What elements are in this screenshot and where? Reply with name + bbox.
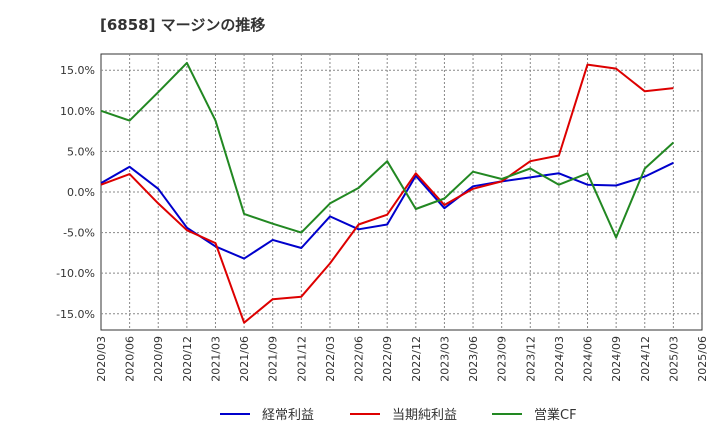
- y-tick-label: -15.0%: [56, 308, 95, 321]
- x-tick-label: 2020/06: [124, 336, 137, 382]
- x-tick-label: 2024/09: [610, 336, 623, 382]
- y-tick-label: -10.0%: [56, 267, 95, 280]
- y-tick-label: 15.0%: [60, 64, 95, 77]
- legend: 経常利益 当期純利益 営業CF: [220, 407, 577, 423]
- x-tick-label: 2023/12: [524, 336, 537, 382]
- x-tick-label: 2022/12: [410, 336, 423, 382]
- x-tick-label: 2021/03: [209, 336, 222, 382]
- y-tick-label: 10.0%: [60, 105, 95, 118]
- legend-label-1: 経常利益: [262, 408, 314, 423]
- x-tick-label: 2023/09: [496, 336, 509, 382]
- x-tick-label: 2024/12: [639, 336, 652, 382]
- series-line-3: [100, 61, 675, 239]
- legend-label-3: 営業CF: [534, 407, 577, 423]
- x-axis-ticks: 2020/03 2020/06 2020/09 2020/12 2021/03 2021/…: [95, 336, 709, 382]
- x-tick-label: 2022/09: [381, 336, 394, 382]
- x-tick-label: 2023/03: [438, 336, 451, 382]
- x-tick-label: 2024/03: [553, 336, 566, 382]
- x-tick-label: 2023/06: [467, 336, 480, 382]
- x-tick-label: 2025/03: [667, 336, 680, 382]
- x-tick-label: 2020/12: [181, 336, 194, 382]
- x-tick-label: 2021/09: [267, 336, 280, 382]
- legend-label-2: 当期純利益: [392, 408, 457, 423]
- x-tick-label: 2021/06: [238, 336, 251, 382]
- y-axis-ticks: 15.0% 10.0% 5.0% 0.0% -5.0% -10.0% -15.0%: [56, 64, 95, 321]
- x-tick-label: 2020/03: [95, 336, 108, 382]
- y-tick-label: 5.0%: [67, 145, 95, 158]
- x-tick-label: 2022/06: [353, 336, 366, 382]
- x-tick-label: 2022/03: [324, 336, 337, 382]
- x-tick-label: 2025/06: [696, 336, 709, 382]
- y-tick-label: -5.0%: [63, 227, 95, 240]
- series-lines: [100, 61, 675, 324]
- x-tick-label: 2020/09: [152, 336, 165, 382]
- chart-title: [6858] マージンの推移: [100, 16, 266, 34]
- grid-lines: [101, 54, 702, 330]
- x-tick-label: 2021/12: [295, 336, 308, 382]
- x-tick-label: 2024/06: [582, 336, 595, 382]
- series-line-2: [100, 63, 674, 324]
- y-tick-label: 0.0%: [67, 186, 95, 199]
